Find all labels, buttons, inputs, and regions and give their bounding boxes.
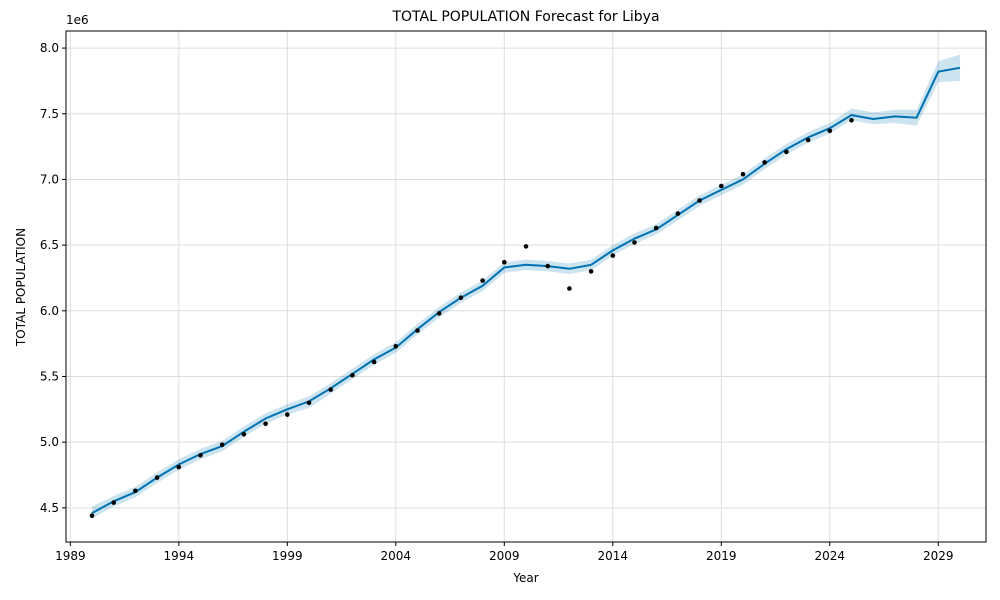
y-tick-label: 4.5 (40, 501, 59, 515)
observed-point (89, 513, 95, 518)
observed-point (567, 286, 572, 291)
observed-point (805, 137, 811, 143)
observed-point (350, 372, 355, 378)
y-tick-label: 8.0 (40, 41, 59, 55)
observed-point (675, 211, 681, 216)
observed-point (545, 263, 550, 269)
observed-point (588, 269, 594, 274)
x-tick-label: 1989 (55, 549, 86, 563)
observed-point (285, 412, 290, 417)
x-tick-label: 1994 (164, 549, 195, 563)
plot-frame (65, 30, 987, 543)
observed-point (415, 328, 420, 333)
x-tick-label: 2029 (923, 549, 954, 563)
observed-point (653, 225, 659, 231)
y-tick-label: 6.5 (40, 238, 59, 252)
x-tick-label: 2019 (706, 549, 737, 563)
chart-title: TOTAL POPULATION Forecast for Libya (391, 9, 659, 25)
observed-point (849, 118, 854, 123)
observed-point (133, 488, 138, 494)
observed-point (241, 432, 247, 437)
y-tick-label: 5.0 (40, 435, 59, 449)
observed-points-layer (89, 118, 854, 518)
observed-point (198, 453, 203, 458)
observed-point (827, 128, 833, 134)
observed-point (328, 387, 334, 392)
observed-point (154, 475, 160, 480)
y-tick-label: 7.5 (40, 107, 59, 121)
observed-point (719, 183, 724, 189)
y-axis-label: TOTAL POPULATION (14, 228, 28, 347)
x-tick-label: 2024 (815, 549, 846, 563)
y-tick-label: 6.0 (40, 304, 59, 318)
gridlines (66, 31, 986, 542)
y-scale-label: 1e6 (66, 13, 89, 27)
y-axis-ticks: 4.5 5.0 5.5 6.0 6.5 7.0 7.5 8.0 (40, 41, 66, 515)
observed-point (111, 500, 116, 505)
observed-point (480, 278, 485, 283)
y-tick-label: 7.0 (40, 172, 59, 186)
forecast-line-layer (91, 66, 961, 514)
observed-point (436, 311, 442, 316)
observed-point (610, 253, 616, 258)
observed-point (632, 240, 637, 245)
observed-point (306, 400, 312, 406)
observed-point (371, 359, 377, 365)
x-axis-label: Year (512, 571, 538, 585)
observed-point (523, 244, 529, 249)
forecast-line (91, 66, 961, 514)
x-tick-label: 2014 (598, 549, 629, 563)
observed-point (784, 149, 789, 155)
observed-point (502, 259, 507, 265)
x-tick-label: 1999 (272, 549, 303, 563)
observed-point (176, 464, 182, 470)
observed-point (458, 295, 464, 301)
x-tick-label: 2004 (381, 549, 412, 563)
observed-point (263, 421, 268, 427)
observed-point (219, 442, 225, 448)
observed-point (697, 198, 702, 203)
y-tick-label: 5.5 (40, 369, 59, 383)
observed-point (762, 160, 767, 165)
observed-point (393, 344, 399, 349)
x-tick-label: 2009 (489, 549, 520, 563)
x-axis-ticks: 1989 1994 1999 2004 2009 2014 2019 2024 2029 (55, 542, 954, 563)
observed-point (740, 171, 746, 177)
